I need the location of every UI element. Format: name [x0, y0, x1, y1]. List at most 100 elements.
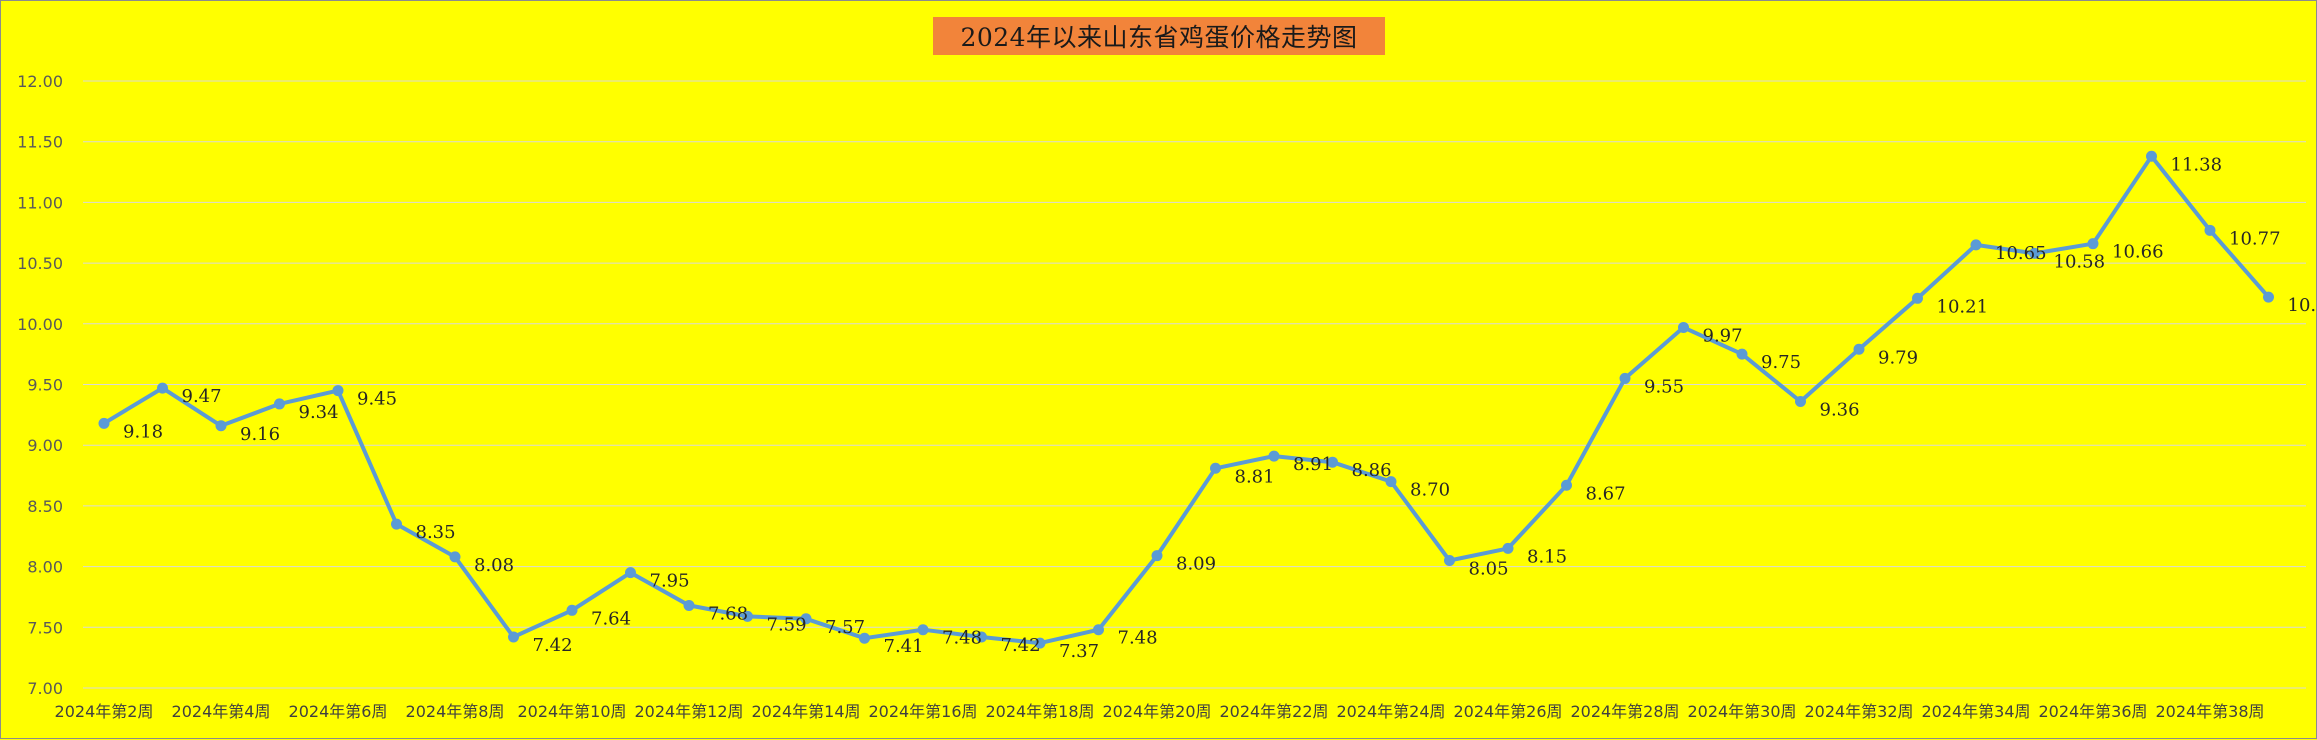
- data-label: 7.57: [825, 617, 865, 638]
- data-point: [1678, 322, 1689, 333]
- data-point: [2146, 151, 2157, 162]
- data-point: [1210, 463, 1221, 474]
- data-label: 7.48: [942, 628, 982, 649]
- x-tick-label: 2024年第16周: [868, 702, 977, 721]
- data-label: 8.08: [474, 555, 514, 576]
- y-tick-label: 9.50: [27, 376, 63, 395]
- data-label: 8.09: [1176, 554, 1216, 575]
- data-point: [216, 420, 227, 431]
- data-point: [99, 418, 110, 429]
- y-tick-label: 7.00: [27, 679, 63, 698]
- data-label: 8.67: [1586, 483, 1626, 504]
- data-point: [1912, 293, 1923, 304]
- data-label: 9.36: [1820, 399, 1860, 420]
- data-label: 9.16: [240, 424, 280, 445]
- data-label: 8.70: [1410, 480, 1450, 501]
- x-tick-label: 2024年第14周: [751, 702, 860, 721]
- x-tick-label: 2024年第24周: [1336, 702, 1445, 721]
- data-label: 8.86: [1352, 460, 1392, 481]
- data-label: 9.55: [1644, 376, 1684, 397]
- data-label: 8.35: [416, 522, 456, 543]
- data-point: [2263, 292, 2274, 303]
- chart-title-box: 2024年以来山东省鸡蛋价格走势图: [933, 17, 1385, 55]
- data-point: [1795, 396, 1806, 407]
- data-label: 10.58: [2054, 251, 2106, 272]
- data-point: [1093, 624, 1104, 635]
- data-label: 7.41: [884, 636, 924, 657]
- x-tick-label: 2024年第18周: [985, 702, 1094, 721]
- y-tick-label: 12.00: [17, 72, 63, 91]
- data-point: [333, 385, 344, 396]
- data-label: 10.21: [1937, 296, 1989, 317]
- x-tick-label: 2024年第28周: [1570, 702, 1679, 721]
- data-point: [2088, 238, 2099, 249]
- data-label: 8.91: [1293, 454, 1333, 475]
- x-tick-label: 2024年第26周: [1453, 702, 1562, 721]
- y-tick-label: 8.50: [27, 497, 63, 516]
- data-point: [508, 632, 519, 643]
- x-tick-label: 2024年第32周: [1804, 702, 1913, 721]
- data-label: 9.79: [1878, 347, 1918, 368]
- data-label: 7.59: [767, 614, 807, 635]
- x-tick-label: 2024年第34周: [1921, 702, 2030, 721]
- data-label: 10.65: [1995, 243, 2047, 264]
- x-tick-label: 2024年第4周: [172, 702, 271, 721]
- data-label: 7.68: [708, 603, 748, 624]
- y-tick-label: 9.00: [27, 436, 63, 455]
- data-label: 9.75: [1761, 352, 1801, 373]
- data-point: [1503, 543, 1514, 554]
- y-tick-label: 10.50: [17, 254, 63, 273]
- data-label: 9.34: [299, 402, 339, 423]
- y-tick-label: 7.50: [27, 618, 63, 637]
- data-point: [1444, 555, 1455, 566]
- data-point: [1620, 373, 1631, 384]
- data-point: [625, 567, 636, 578]
- data-label: 7.64: [591, 608, 631, 629]
- data-point: [918, 624, 929, 635]
- data-label: 7.95: [650, 571, 690, 592]
- data-label: 7.37: [1059, 641, 1099, 662]
- data-label: 11.38: [2171, 154, 2223, 175]
- data-point: [567, 605, 578, 616]
- data-label: 8.05: [1469, 559, 1509, 580]
- x-tick-label: 2024年第20周: [1102, 702, 1211, 721]
- x-tick-label: 2024年第36周: [2038, 702, 2147, 721]
- data-label: 8.81: [1235, 466, 1275, 487]
- data-labels: 9.18 9.47 9.16 9.34 9.45 8.35 8.08 7.42 7.64 7.95…: [123, 154, 2317, 662]
- data-point: [1269, 451, 1280, 462]
- chart-title: 2024年以来山东省鸡蛋价格走势图: [960, 18, 1357, 54]
- gridlines: [83, 81, 2306, 688]
- y-tick-label: 11.50: [17, 133, 63, 152]
- x-tick-label: 2024年第12周: [634, 702, 743, 721]
- data-point: [684, 600, 695, 611]
- data-point: [450, 551, 461, 562]
- data-label: 9.18: [123, 421, 163, 442]
- data-point: [157, 383, 168, 394]
- data-label: 10.22: [2288, 295, 2317, 316]
- data-label: 9.97: [1703, 325, 1743, 346]
- x-tick-label: 2024年第10周: [517, 702, 626, 721]
- data-point: [391, 519, 402, 530]
- data-label: 10.66: [2112, 242, 2164, 263]
- y-tick-label: 10.00: [17, 315, 63, 334]
- data-label: 7.42: [533, 635, 573, 656]
- data-label: 7.48: [1118, 628, 1158, 649]
- y-tick-label: 8.00: [27, 558, 63, 577]
- data-point: [1737, 349, 1748, 360]
- data-point: [2205, 225, 2216, 236]
- x-tick-label: 2024年第30周: [1687, 702, 1796, 721]
- y-axis-tick-labels: 7.007.508.008.509.009.5010.0010.5011.001…: [17, 72, 63, 698]
- x-tick-label: 2024年第6周: [289, 702, 388, 721]
- data-point: [1152, 550, 1163, 561]
- data-label: 10.77: [2229, 228, 2281, 249]
- data-label: 8.15: [1527, 546, 1567, 567]
- data-label: 9.45: [357, 389, 397, 410]
- data-point: [1854, 344, 1865, 355]
- data-point: [274, 398, 285, 409]
- data-label: 9.47: [182, 386, 222, 407]
- x-tick-label: 2024年第22周: [1219, 702, 1328, 721]
- x-tick-label: 2024年第8周: [406, 702, 505, 721]
